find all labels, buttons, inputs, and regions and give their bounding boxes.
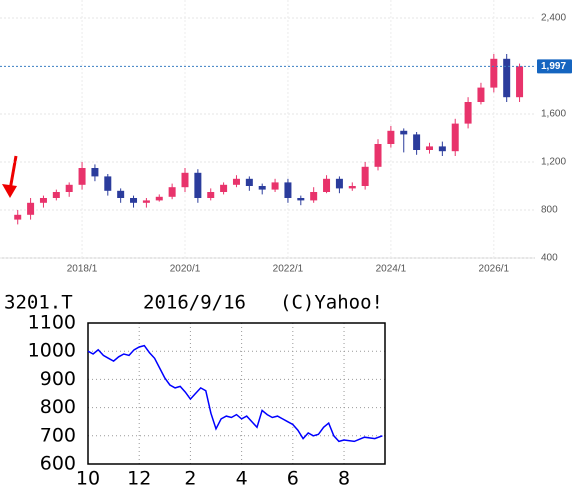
candle-body xyxy=(220,184,228,192)
candle-body xyxy=(323,178,331,192)
candle-body xyxy=(168,187,176,197)
candle-body xyxy=(271,182,279,190)
candle-body xyxy=(52,192,60,198)
candle-body xyxy=(207,192,215,198)
candle-body xyxy=(464,102,472,124)
x-tick-label: 2020/1 xyxy=(170,264,201,275)
ticker: 3201.T xyxy=(4,292,73,314)
candle-body xyxy=(490,58,498,88)
price-line xyxy=(87,344,383,443)
x-tick-label: 2 xyxy=(184,468,196,490)
candle-body xyxy=(91,168,99,177)
x-tick-label: 4 xyxy=(236,468,248,490)
candle-body xyxy=(232,178,240,185)
y-tick-label: 1000 xyxy=(28,340,76,362)
candle-body xyxy=(104,176,112,191)
candle-body xyxy=(258,186,266,190)
candle-body xyxy=(245,178,253,186)
candle-body xyxy=(117,190,125,198)
y-tick-label: 1,600 xyxy=(541,109,566,120)
candle-body xyxy=(425,146,433,150)
plot-frame xyxy=(87,322,386,465)
candle-body xyxy=(451,123,459,152)
x-tick-label: 6 xyxy=(287,468,299,490)
y-tick-label: 900 xyxy=(40,368,76,390)
y-tick-label: 800 xyxy=(40,396,76,418)
candle-body xyxy=(181,172,189,188)
candle-body xyxy=(130,198,138,203)
date: 2016/9/16 xyxy=(143,292,246,314)
y-tick-label: 2,400 xyxy=(541,13,566,24)
candle-body xyxy=(142,200,150,203)
candle-body xyxy=(310,192,318,201)
candle-body xyxy=(400,130,408,135)
last-price-label: 1,997 xyxy=(541,61,566,72)
candle-body xyxy=(297,198,305,201)
arrow xyxy=(8,155,18,191)
candle-body xyxy=(155,196,163,201)
candle-body xyxy=(27,202,35,215)
candle-body xyxy=(516,66,524,98)
candle-body xyxy=(194,172,202,198)
credit: (C)Yahoo! xyxy=(280,292,383,314)
candle-body xyxy=(39,198,47,203)
y-tick-label: 800 xyxy=(541,205,558,216)
y-tick-label: 1,200 xyxy=(541,157,566,168)
candle-body xyxy=(14,214,22,220)
candle-body xyxy=(503,58,511,98)
candle-body xyxy=(438,146,446,152)
candle-body xyxy=(335,178,343,189)
x-tick-label: 2018/1 xyxy=(67,264,98,275)
y-tick-label: 700 xyxy=(40,424,76,446)
candle-body xyxy=(413,134,421,150)
x-tick-label: 2022/1 xyxy=(273,264,304,275)
last-price-box xyxy=(537,59,572,74)
y-tick-label: 600 xyxy=(40,453,76,475)
x-tick-label: 12 xyxy=(127,468,151,490)
candle-body xyxy=(65,184,73,192)
candle-body xyxy=(374,144,382,167)
candle-body xyxy=(387,130,395,144)
candle-body xyxy=(477,87,485,102)
y-tick-label: 1100 xyxy=(28,312,76,334)
y-tick-label: 400 xyxy=(541,253,558,264)
x-tick-label: 2026/1 xyxy=(479,264,510,275)
candle-body xyxy=(284,182,292,198)
x-tick-label: 8 xyxy=(338,468,350,490)
arrow-head xyxy=(2,184,17,198)
candle-body xyxy=(348,186,356,189)
x-tick-label: 10 xyxy=(76,468,100,490)
x-tick-label: 2024/1 xyxy=(376,264,407,275)
candle-body xyxy=(361,166,369,186)
candle-body xyxy=(78,168,86,185)
